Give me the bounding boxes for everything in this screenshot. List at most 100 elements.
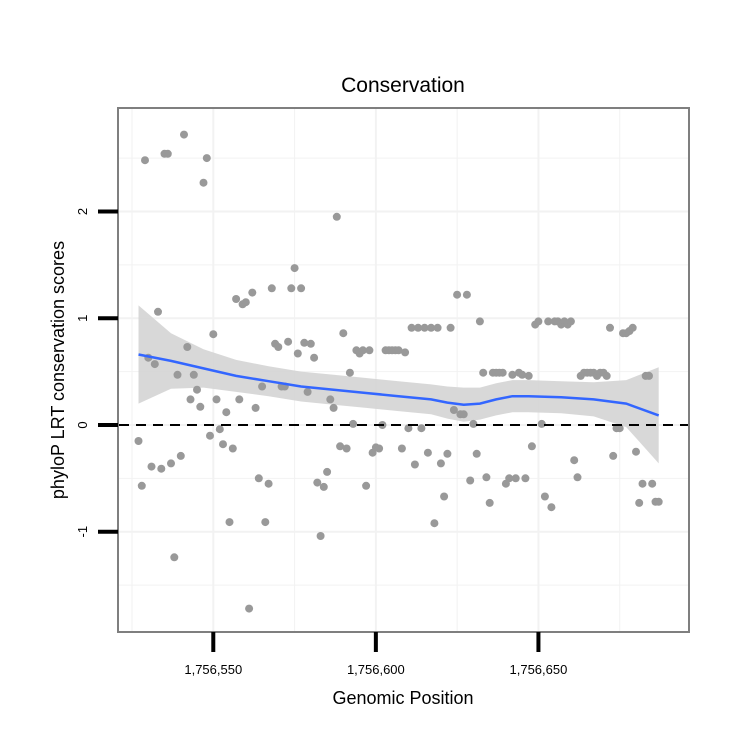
data-point [433, 323, 442, 332]
confidence-band-group [138, 305, 659, 464]
data-point [606, 323, 614, 332]
data-point [323, 467, 332, 476]
data-point [440, 492, 449, 501]
data-point [436, 459, 445, 468]
y-tick-label: 2 [75, 208, 90, 215]
data-point [498, 368, 507, 377]
data-point [332, 212, 341, 221]
data-point [511, 474, 520, 483]
data-point [163, 149, 172, 158]
data-point [365, 346, 374, 355]
data-point [645, 371, 653, 380]
data-point [638, 479, 647, 488]
data-point [628, 323, 637, 332]
data-point [407, 323, 416, 332]
data-point [167, 459, 175, 468]
data-point [248, 288, 257, 297]
smooth-trend-line [138, 353, 660, 417]
data-point [170, 553, 179, 562]
y-tick-label: -1 [75, 526, 90, 538]
data-point [417, 424, 426, 433]
data-point [345, 368, 354, 377]
data-point [570, 456, 579, 465]
data-point [462, 290, 471, 299]
data-point [482, 473, 491, 482]
data-point [154, 307, 162, 316]
data-point [258, 382, 267, 391]
data-point [654, 497, 663, 506]
data-point [401, 348, 410, 357]
data-point [358, 346, 367, 355]
data-point [459, 410, 468, 419]
data-point [615, 424, 624, 433]
data-point [134, 437, 143, 445]
data-point [609, 451, 618, 460]
x-tick-label: 1,756,650 [510, 662, 568, 677]
x-axis: 1,756,550 1,756,600 1,756,650 [184, 632, 567, 677]
data-point [176, 451, 185, 460]
data-point [267, 284, 276, 293]
data-point [527, 442, 536, 451]
smooth-line-group [138, 353, 660, 417]
data-point [241, 298, 250, 307]
data-point [524, 371, 533, 380]
data-point [547, 503, 556, 512]
data-point [284, 337, 293, 346]
x-tick-label: 1,756,600 [347, 662, 405, 677]
data-point [313, 478, 322, 487]
data-point [199, 178, 208, 187]
y-axis: -1 0 1 2 [75, 208, 118, 538]
data-point [336, 442, 345, 451]
data-point [342, 444, 351, 453]
plot-frame [117, 107, 690, 633]
data-point [274, 343, 283, 351]
data-point [254, 474, 263, 483]
data-point [466, 476, 475, 485]
y-tick-label: 0 [75, 421, 90, 428]
data-point [180, 130, 188, 139]
data-point [202, 154, 211, 163]
data-point [245, 604, 254, 613]
data-point [537, 419, 546, 428]
data-point [414, 323, 423, 332]
data-point [235, 395, 244, 404]
data-point [505, 474, 514, 483]
data-point [469, 419, 478, 428]
data-point [319, 482, 328, 491]
data-point [316, 532, 325, 540]
data-point [137, 481, 146, 490]
data-point [479, 368, 488, 377]
data-point [521, 474, 530, 483]
data-point [206, 431, 214, 440]
data-point [566, 317, 575, 326]
data-point [397, 444, 406, 453]
data-point [212, 395, 221, 404]
data-point [183, 343, 192, 351]
data-point [544, 317, 553, 326]
data-point [475, 317, 484, 326]
data-point [215, 425, 224, 434]
data-point [430, 519, 439, 528]
data-point [362, 481, 371, 490]
data-point [303, 387, 312, 396]
data-point [228, 444, 237, 453]
data-point [472, 449, 481, 458]
data-point [410, 460, 419, 469]
data-point [326, 395, 335, 404]
data-point [141, 156, 149, 165]
data-point [349, 419, 358, 428]
confidence-band [138, 305, 659, 464]
data-point [420, 323, 429, 332]
data-point [427, 323, 436, 332]
data-point [173, 370, 182, 379]
data-point [443, 449, 452, 458]
y-axis-label: phyloP LRT conservation scores [48, 241, 68, 499]
data-point [261, 518, 270, 527]
data-point [485, 498, 494, 507]
data-point [508, 370, 517, 379]
chart-title: Conservation [341, 74, 465, 97]
scatter-points [134, 130, 663, 613]
data-point [602, 371, 611, 380]
data-point [375, 444, 384, 453]
